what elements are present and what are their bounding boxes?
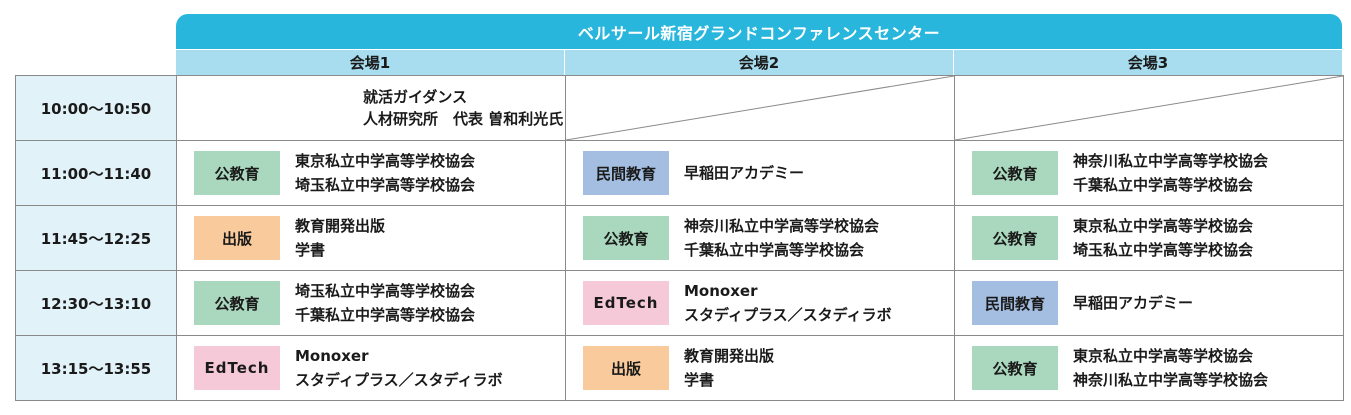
organization-name: 教育開発出版: [295, 217, 386, 235]
organizations: 埼玉私立中学高等学校協会 千葉私立中学高等学校協会: [295, 279, 475, 327]
organization-name: 神奈川私立中学高等学校協会: [1073, 371, 1269, 389]
organization-name: 埼玉私立中学高等学校協会: [1073, 241, 1254, 259]
organization-name: 東京私立中学高等学校協会: [295, 152, 476, 170]
empty-slot: [954, 75, 1344, 141]
time-slot: 12:30〜13:10: [15, 270, 177, 336]
session-slot: 公教育 神奈川私立中学高等学校協会 千葉私立中学高等学校協会: [565, 205, 955, 271]
organization-name: 教育開発出版: [684, 347, 775, 365]
category-badge: EdTech: [194, 346, 280, 390]
organizations: Monoxer スタディプラス／スタディラボ: [295, 344, 503, 392]
organizations: 神奈川私立中学高等学校協会 千葉私立中学高等学校協会: [1073, 149, 1268, 197]
organization-name: 千葉私立中学高等学校協会: [295, 306, 476, 324]
organization-name: スタディプラス／スタディラボ: [684, 306, 892, 324]
time-row: 10:00〜10:50 就活ガイダンス人材研究所 代表 曽和利光氏: [15, 75, 1344, 141]
category-badge: 公教育: [194, 151, 280, 195]
category-badge: 出版: [583, 346, 669, 390]
category-badge: 民間教育: [583, 151, 669, 195]
organization-name: 埼玉私立中学高等学校協会: [295, 282, 476, 300]
session-slot: 民間教育 早稲田アカデミー: [565, 140, 955, 206]
session-slot: 公教育 東京私立中学高等学校協会 埼玉私立中学高等学校協会: [176, 140, 566, 206]
session-slot: 出版 教育開発出版 学書: [565, 335, 955, 401]
hall-2-header: 会場2: [565, 49, 954, 75]
session-slot: 公教育 神奈川私立中学高等学校協会 千葉私立中学高等学校協会: [954, 140, 1344, 206]
time-slot: 10:00〜10:50: [15, 75, 177, 141]
guidance-session: 就活ガイダンス人材研究所 代表 曽和利光氏: [176, 75, 566, 141]
organization-name: Monoxer: [684, 282, 758, 300]
session-slot: EdTech Monoxer スタディプラス／スタディラボ: [565, 270, 955, 336]
time-row: 13:15〜13:55 EdTech Monoxer スタディプラス／スタディラボ 出版…: [15, 335, 1344, 401]
time-row: 11:45〜12:25 出版 教育開発出版 学書 公教育 神奈川私立中学高等学校協会 千葉私…: [15, 205, 1344, 271]
organization-name: 埼玉私立中学高等学校協会: [295, 176, 476, 194]
organization-name: 神奈川私立中学高等学校協会: [684, 217, 880, 235]
time-slot: 11:00〜11:40: [15, 140, 177, 206]
organization-name: 東京私立中学高等学校協会: [1073, 347, 1254, 365]
organization-name: 早稲田アカデミー: [684, 164, 805, 182]
category-badge: 公教育: [972, 151, 1058, 195]
organizations: 神奈川私立中学高等学校協会 千葉私立中学高等学校協会: [684, 214, 879, 262]
organization-name: 神奈川私立中学高等学校協会: [1073, 152, 1269, 170]
category-badge: 公教育: [972, 346, 1058, 390]
timetable: 10:00〜10:50 就活ガイダンス人材研究所 代表 曽和利光氏 11:00〜11…: [15, 75, 1344, 401]
no-session-diagonal: [955, 76, 1343, 140]
organizations: 早稲田アカデミー: [1073, 291, 1193, 315]
organization-name: 千葉私立中学高等学校協会: [684, 241, 865, 259]
guidance-line: 就活ガイダンス: [363, 88, 468, 106]
time-row: 12:30〜13:10 公教育 埼玉私立中学高等学校協会 千葉私立中学高等学校協会 Ed…: [15, 270, 1344, 336]
session-slot: 出版 教育開発出版 学書: [176, 205, 566, 271]
time-slot: 11:45〜12:25: [15, 205, 177, 271]
organizations: 東京私立中学高等学校協会 埼玉私立中学高等学校協会: [1073, 214, 1253, 262]
hall-1-header: 会場1: [176, 49, 565, 75]
organization-name: Monoxer: [295, 347, 369, 365]
organizations: 東京私立中学高等学校協会 神奈川私立中学高等学校協会: [1073, 344, 1268, 392]
organizations: 教育開発出版 学書: [684, 344, 774, 392]
hall-header-row: 会場1 会場2 会場3: [176, 49, 1342, 75]
hall-3-header: 会場3: [954, 49, 1342, 75]
category-badge: 公教育: [972, 216, 1058, 260]
time-row: 11:00〜11:40 公教育 東京私立中学高等学校協会 埼玉私立中学高等学校協会 民間…: [15, 140, 1344, 206]
category-badge: 出版: [194, 216, 280, 260]
organization-name: 早稲田アカデミー: [1073, 294, 1194, 312]
organization-name: 東京私立中学高等学校協会: [1073, 217, 1254, 235]
category-badge: 民間教育: [972, 281, 1058, 325]
guidance-text: 就活ガイダンス人材研究所 代表 曽和利光氏: [363, 86, 563, 130]
organizations: 東京私立中学高等学校協会 埼玉私立中学高等学校協会: [295, 149, 475, 197]
organizations: Monoxer スタディプラス／スタディラボ: [684, 279, 892, 327]
empty-slot: [565, 75, 955, 141]
session-slot: 民間教育 早稲田アカデミー: [954, 270, 1344, 336]
organizations: 教育開発出版 学書: [295, 214, 385, 262]
organization-name: 千葉私立中学高等学校協会: [1073, 176, 1254, 194]
category-badge: 公教育: [583, 216, 669, 260]
category-badge: 公教育: [194, 281, 280, 325]
guidance-line: 人材研究所 代表 曽和利光氏: [363, 110, 564, 128]
organization-name: 学書: [295, 241, 326, 259]
organization-name: 学書: [684, 371, 715, 389]
session-slot: 公教育 東京私立中学高等学校協会 埼玉私立中学高等学校協会: [954, 205, 1344, 271]
organizations: 早稲田アカデミー: [684, 161, 804, 185]
session-slot: 公教育 埼玉私立中学高等学校協会 千葉私立中学高等学校協会: [176, 270, 566, 336]
time-slot: 13:15〜13:55: [15, 335, 177, 401]
category-badge: EdTech: [583, 281, 669, 325]
organization-name: スタディプラス／スタディラボ: [295, 371, 503, 389]
session-slot: EdTech Monoxer スタディプラス／スタディラボ: [176, 335, 566, 401]
no-session-diagonal: [566, 76, 954, 140]
venue-header: ベルサール新宿グランドコンファレンスセンター: [176, 14, 1342, 49]
session-slot: 公教育 東京私立中学高等学校協会 神奈川私立中学高等学校協会: [954, 335, 1344, 401]
